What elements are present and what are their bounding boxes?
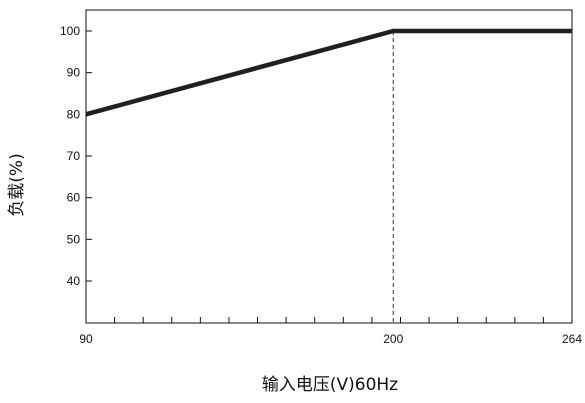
x-tick-labels: 90 200 264	[79, 332, 582, 346]
y-tick-labels: 40 50 60 70 80 90 100	[60, 24, 80, 288]
x-tick-label: 90	[79, 332, 93, 346]
series-line	[85, 28, 572, 117]
plot-frame	[85, 9, 573, 324]
y-tick-label: 80	[67, 107, 81, 121]
y-tick-label: 100	[60, 24, 80, 38]
y-tick-label: 40	[67, 274, 81, 288]
y-axis-title: 负载(%)	[7, 153, 27, 216]
x-tick-label: 200	[383, 332, 403, 346]
x-minor-ticks	[114, 317, 544, 323]
x-tick-label: 264	[562, 332, 582, 346]
y-tick-label: 60	[67, 191, 81, 205]
y-tick-label: 50	[67, 232, 81, 246]
y-ticks	[86, 30, 92, 282]
y-tick-label: 70	[67, 149, 81, 163]
y-tick-label: 90	[67, 66, 81, 80]
series-group	[85, 28, 572, 117]
x-axis-title: 输入电压(V)60Hz	[262, 375, 398, 395]
